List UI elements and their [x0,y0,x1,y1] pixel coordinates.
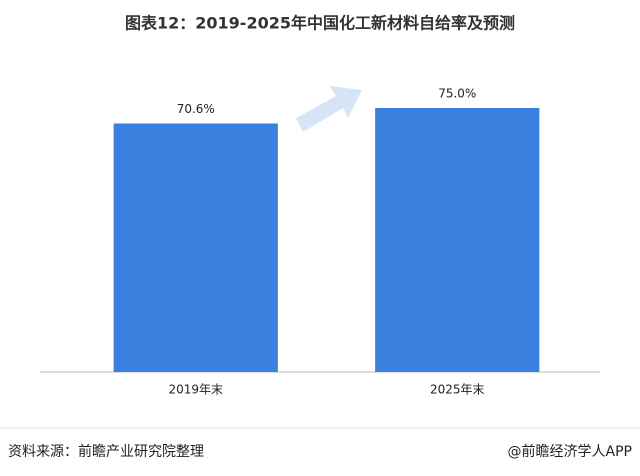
value-label: 70.6% [177,102,215,116]
footer-brand: @前瞻经济学人APP [508,443,632,460]
trend-arrow [296,86,362,132]
bar [375,108,540,372]
source-note: 资料来源：前瞻产业研究院整理 [8,443,204,460]
x-tick-label: 2025年末 [430,383,485,397]
bar [113,123,278,372]
x-tick-label: 2019年末 [168,383,223,397]
chart-title: 图表12：2019-2025年中国化工新材料自给率及预测 [125,14,515,33]
value-label: 75.0% [438,87,476,101]
